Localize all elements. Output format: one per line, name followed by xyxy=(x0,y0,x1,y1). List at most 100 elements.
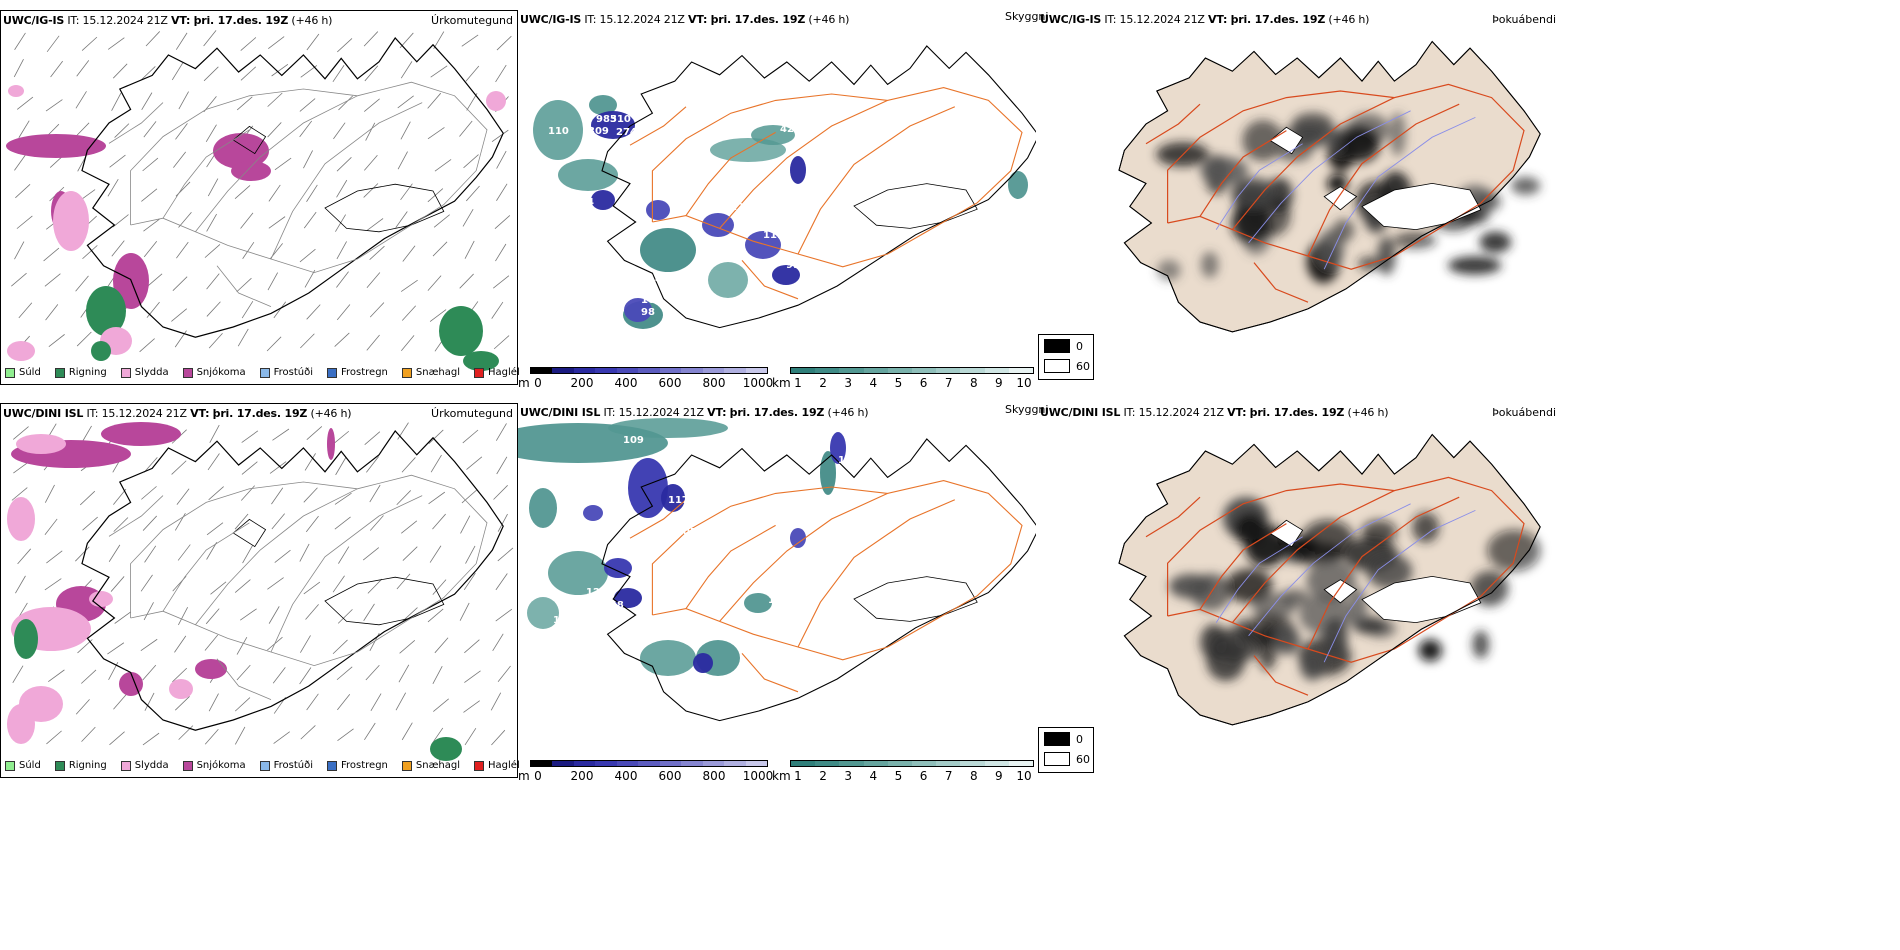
wind-barb xyxy=(236,636,248,655)
wind-barb xyxy=(400,121,411,140)
low-visibility-area xyxy=(1008,171,1028,199)
wind-barb xyxy=(432,513,446,530)
wind-barb xyxy=(462,429,479,444)
wind-barb xyxy=(206,273,220,290)
wind-barb xyxy=(462,208,474,227)
wind-barb xyxy=(337,694,351,711)
it-label: IT: xyxy=(603,406,616,419)
wind-barb xyxy=(304,453,316,471)
model-name: UWC/DINI ISL xyxy=(3,407,84,420)
wind-barb xyxy=(465,545,476,564)
precip-area xyxy=(231,161,271,181)
fog-patch xyxy=(1348,588,1368,629)
colorbar-tick-label: 400 xyxy=(614,769,638,783)
road-line xyxy=(130,474,488,667)
colorbar-tick-label: 1000 xyxy=(742,769,774,783)
precip-type-panel: UWC/IG-IS IT: 15.12.2024 21Z VT: þri. 17… xyxy=(0,10,520,385)
wind-barb xyxy=(50,60,64,78)
lead-time: (+46 h) xyxy=(827,406,869,419)
wind-barb xyxy=(272,667,286,684)
precip-area xyxy=(463,351,499,371)
wind-barb xyxy=(46,730,62,745)
wind-barb xyxy=(145,31,161,47)
fog-patch xyxy=(1389,112,1406,157)
legend-item-6: Frostregn xyxy=(327,367,388,378)
colorbar-segment xyxy=(1008,761,1034,766)
wind-barb xyxy=(465,185,480,202)
colorbar-tick-label: 1 xyxy=(794,376,802,390)
fog-patch xyxy=(1472,630,1490,659)
wind-barb xyxy=(492,633,504,651)
wind-barb xyxy=(400,279,418,292)
legend-item-5: Frostúði xyxy=(259,367,313,378)
fog-patch xyxy=(1233,512,1267,546)
colorbar-tick-label: 10 xyxy=(1016,376,1032,390)
wind-barb xyxy=(81,36,98,51)
wind-barb xyxy=(234,579,251,593)
road-line xyxy=(195,488,358,626)
cloud-base-value: 113 xyxy=(703,685,724,696)
precip-type-legend: Súld Rigning Slydda Snjókoma Frostúði Frostre… xyxy=(5,760,534,771)
wind-barb xyxy=(239,608,257,621)
vt-value: þri. 17.des. 19Z xyxy=(193,14,289,27)
wind-barb xyxy=(430,454,442,473)
precip-area xyxy=(7,704,35,744)
road-line xyxy=(1231,490,1395,623)
legend-label: Snjókoma xyxy=(196,367,246,378)
panel-title: UWC/IG-IS IT: 15.12.2024 21Z VT: þri. 17… xyxy=(520,13,849,26)
low-cloud-base-area xyxy=(772,265,800,285)
wind-barb xyxy=(490,692,502,711)
legend-label: Haglél xyxy=(488,760,520,771)
wind-barb xyxy=(269,461,287,474)
wind-barb xyxy=(109,154,126,168)
cloud-base-value: 105 xyxy=(766,217,787,228)
low-visibility-area xyxy=(640,640,696,676)
wind-barb xyxy=(114,123,130,138)
cloud-base-value: 428 xyxy=(780,124,801,135)
colorbar-tick-label: 2 xyxy=(819,769,827,783)
vt-value: þri. 17.des. 19Z xyxy=(710,13,806,26)
wind-barb xyxy=(144,692,155,711)
low-cloud-base-area xyxy=(604,558,632,578)
road-line xyxy=(1307,103,1460,257)
road-line xyxy=(108,495,164,537)
precip-area xyxy=(195,659,227,679)
road-line xyxy=(1167,476,1525,663)
precip-area xyxy=(53,191,89,251)
colorbar-segment xyxy=(887,368,913,373)
wind-barb xyxy=(338,546,350,564)
wind-barb xyxy=(363,98,380,112)
it-value: 15.12.2024 21Z xyxy=(599,13,685,26)
glacier-outline xyxy=(853,183,978,229)
colorbar-segment xyxy=(839,368,864,373)
wind-barb xyxy=(364,65,379,82)
wind-barb xyxy=(396,490,412,506)
low-cloud-base-area xyxy=(591,111,635,139)
colorbar-segment xyxy=(815,761,840,766)
colorbar-segment xyxy=(573,761,596,766)
wind-barb xyxy=(207,453,220,471)
wind-barb xyxy=(178,606,189,626)
wind-barb xyxy=(401,520,418,534)
precip-area xyxy=(14,619,38,659)
model-name: UWC/IG-IS xyxy=(520,13,582,26)
wind-barb xyxy=(395,211,408,228)
wind-barb xyxy=(74,122,90,138)
colorbar-segment xyxy=(887,761,913,766)
visibility-colorbar: km 1 2 3 4 5 6 7 8 9 10 xyxy=(772,760,1034,788)
visibility-title: Skyggni xyxy=(1005,10,1049,23)
cloud-base-value: 105 xyxy=(676,527,697,538)
colorbar-segment xyxy=(552,368,574,373)
wind-barb xyxy=(204,728,219,745)
wind-barb xyxy=(369,515,384,531)
wind-barb xyxy=(427,92,442,109)
legend-item-2: Rigning xyxy=(54,367,107,378)
colorbar-segment xyxy=(681,761,703,766)
wind-barb xyxy=(242,241,255,259)
wind-barb xyxy=(113,693,127,710)
colorbar-tick-label: 0 xyxy=(534,376,542,390)
iceland-coastline xyxy=(601,45,1036,329)
wind-barb xyxy=(81,669,97,684)
fog-title: Þokuábendi xyxy=(1492,406,1556,419)
fog-patch xyxy=(1479,231,1512,253)
